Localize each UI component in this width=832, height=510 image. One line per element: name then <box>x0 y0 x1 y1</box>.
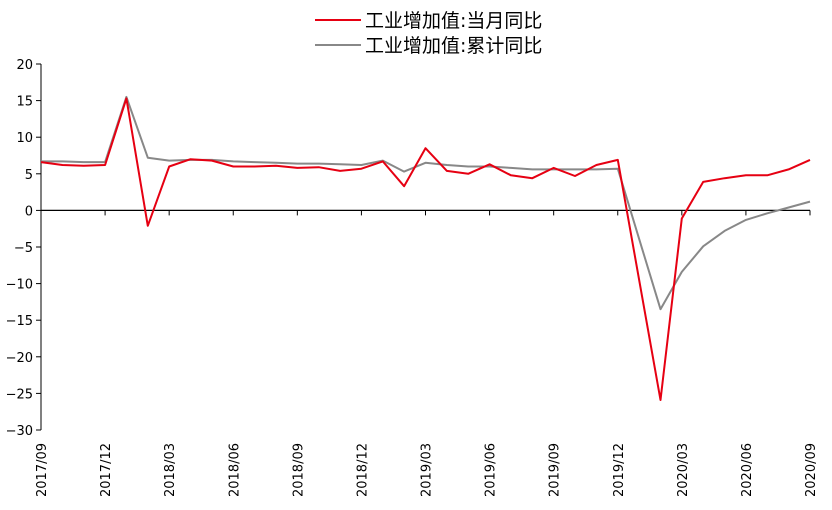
series-line <box>40 97 811 401</box>
y-tick-label: −15 <box>6 314 33 329</box>
y-tick-label: −5 <box>14 241 33 256</box>
x-tick-label: 2019/09 <box>548 443 563 497</box>
x-tick-label: 2020/03 <box>676 443 691 497</box>
y-tick-label: −30 <box>6 424 33 439</box>
y-tick-label: 10 <box>16 131 33 146</box>
x-tick-label: 2019/12 <box>612 443 627 497</box>
y-tick-label: −10 <box>6 278 33 293</box>
x-tick-label: 2018/12 <box>355 443 370 497</box>
x-tick-label: 2018/09 <box>291 443 306 497</box>
x-tick-label: 2018/03 <box>163 443 178 497</box>
y-tick-label: 20 <box>16 58 33 73</box>
y-axis: 20 15 10 5 0 −5 −10 −15 −20 −25 −30 <box>6 58 42 439</box>
series-layer <box>40 95 811 401</box>
y-tick-label: −25 <box>6 387 33 402</box>
legend-label: 工业增加值:当月同比 <box>365 10 542 32</box>
x-tick-label: 2017/12 <box>99 443 114 497</box>
legend-label: 工业增加值:累计同比 <box>365 35 542 57</box>
x-axis: 2017/09 2017/12 2018/03 2018/06 2018/09 2018/… <box>35 209 819 497</box>
y-tick-label: 15 <box>16 95 33 110</box>
y-tick-label: −20 <box>6 351 33 366</box>
x-tick-label: 2019/06 <box>484 443 499 497</box>
x-tick-label: 2020/06 <box>740 443 755 497</box>
x-tick-label: 2020/09 <box>804 443 819 497</box>
y-tick-label: 0 <box>25 204 33 219</box>
y-tick-label: 5 <box>25 168 33 183</box>
x-tick-label: 2018/06 <box>227 443 242 497</box>
x-tick-label: 2019/03 <box>420 443 435 497</box>
x-tick-label: 2017/09 <box>35 443 50 497</box>
